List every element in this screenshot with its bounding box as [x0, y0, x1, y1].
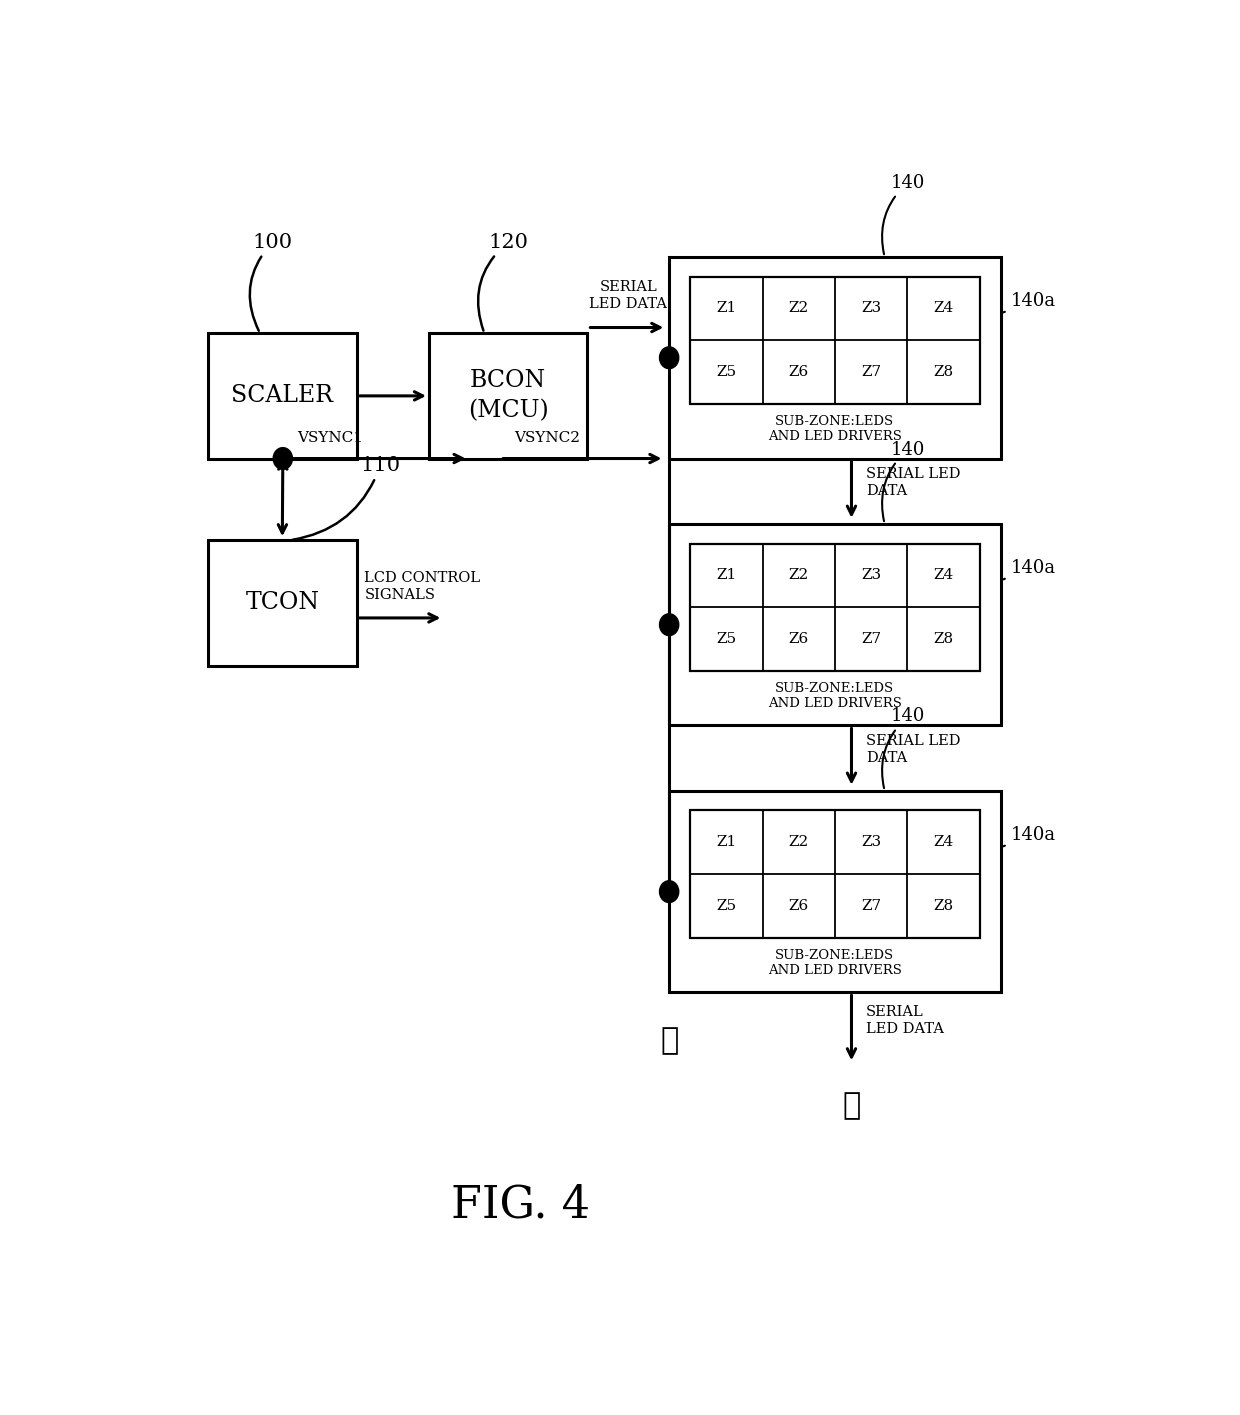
Text: Z4: Z4	[934, 301, 954, 316]
Text: SERIAL LED
DATA: SERIAL LED DATA	[866, 467, 961, 498]
Text: VSYNC2: VSYNC2	[515, 432, 580, 446]
Text: Z8: Z8	[934, 365, 954, 379]
Text: 100: 100	[249, 232, 293, 331]
Text: 140: 140	[882, 708, 925, 788]
Text: 120: 120	[479, 232, 528, 331]
Text: Z2: Z2	[789, 569, 808, 583]
Text: 140: 140	[882, 440, 925, 521]
Text: SERIAL
LED DATA: SERIAL LED DATA	[589, 280, 667, 311]
Text: Z1: Z1	[717, 301, 737, 316]
Bar	[670, 791, 1001, 992]
Text: Z5: Z5	[717, 365, 737, 379]
Bar	[208, 541, 357, 665]
Text: Z7: Z7	[861, 899, 882, 913]
Text: Z1: Z1	[717, 569, 737, 583]
Text: Z3: Z3	[861, 569, 882, 583]
Text: Z7: Z7	[861, 633, 882, 647]
Text: Z6: Z6	[789, 899, 808, 913]
Text: Z5: Z5	[717, 899, 737, 913]
Text: Z8: Z8	[934, 899, 954, 913]
Text: SERIAL LED
DATA: SERIAL LED DATA	[866, 734, 961, 766]
Text: Z3: Z3	[861, 835, 882, 849]
Text: Z5: Z5	[717, 633, 737, 647]
Text: SERIAL
LED DATA: SERIAL LED DATA	[866, 1006, 944, 1036]
Circle shape	[660, 614, 678, 635]
Text: ⋮: ⋮	[842, 1091, 861, 1122]
Text: FIG. 4: FIG. 4	[450, 1183, 590, 1227]
Text: Z6: Z6	[789, 633, 808, 647]
Bar	[670, 258, 1001, 458]
Text: ⋮: ⋮	[660, 1024, 678, 1056]
Circle shape	[660, 347, 678, 369]
Bar	[670, 524, 1001, 726]
Text: 110: 110	[293, 456, 401, 539]
Text: VSYNC1: VSYNC1	[298, 432, 363, 446]
Text: Z4: Z4	[934, 569, 954, 583]
Bar	[429, 333, 588, 458]
Circle shape	[660, 880, 678, 903]
Circle shape	[273, 447, 293, 470]
Text: Z2: Z2	[789, 835, 808, 849]
Text: SUB-ZONE:LEDS
AND LED DRIVERS: SUB-ZONE:LEDS AND LED DRIVERS	[768, 682, 901, 710]
Bar	[691, 276, 980, 405]
Text: 140a: 140a	[1003, 293, 1055, 313]
Bar	[208, 333, 357, 458]
Bar	[691, 811, 980, 938]
Text: Z6: Z6	[789, 365, 808, 379]
Text: Z7: Z7	[861, 365, 882, 379]
Text: 140a: 140a	[1003, 826, 1055, 846]
Text: 140a: 140a	[1003, 559, 1055, 579]
Text: 140: 140	[882, 174, 925, 255]
Text: SCALER: SCALER	[232, 385, 334, 408]
Bar	[691, 543, 980, 671]
Text: Z1: Z1	[717, 835, 737, 849]
Text: TCON: TCON	[246, 591, 320, 614]
Text: LCD CONTROL
SIGNALS: LCD CONTROL SIGNALS	[365, 570, 481, 601]
Text: SUB-ZONE:LEDS
AND LED DRIVERS: SUB-ZONE:LEDS AND LED DRIVERS	[768, 415, 901, 443]
Text: Z4: Z4	[934, 835, 954, 849]
Text: Z2: Z2	[789, 301, 808, 316]
Text: BCON
(MCU): BCON (MCU)	[467, 369, 548, 423]
Text: SUB-ZONE:LEDS
AND LED DRIVERS: SUB-ZONE:LEDS AND LED DRIVERS	[768, 948, 901, 978]
Text: Z8: Z8	[934, 633, 954, 647]
Text: Z3: Z3	[861, 301, 882, 316]
